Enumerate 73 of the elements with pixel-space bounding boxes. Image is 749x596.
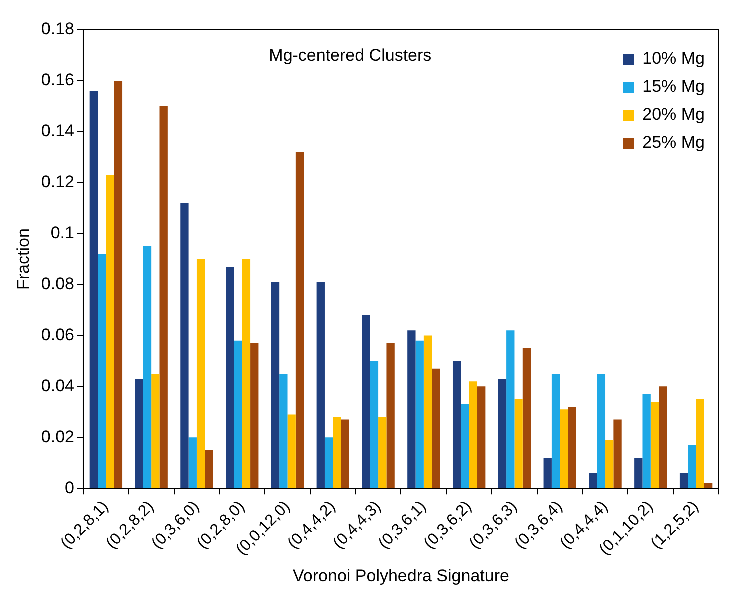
bar bbox=[424, 336, 432, 488]
bar bbox=[461, 404, 470, 488]
bar bbox=[552, 374, 560, 488]
y-tick-label: 0.02 bbox=[41, 427, 74, 446]
legend-label: 25% Mg bbox=[642, 133, 706, 152]
bar bbox=[452, 361, 462, 488]
bar bbox=[324, 438, 334, 488]
bar bbox=[250, 343, 259, 488]
bar bbox=[416, 340, 424, 488]
bar bbox=[560, 410, 568, 488]
legend-label: 20% Mg bbox=[642, 105, 706, 124]
bar bbox=[469, 382, 478, 488]
y-axis-title: Fraction bbox=[14, 228, 33, 290]
bar bbox=[143, 246, 152, 488]
bar bbox=[205, 450, 214, 488]
bar bbox=[650, 402, 660, 488]
bar bbox=[432, 368, 440, 488]
y-tick-label: 0 bbox=[65, 478, 74, 498]
bar bbox=[386, 343, 395, 488]
bar bbox=[242, 259, 251, 488]
bar bbox=[296, 152, 304, 488]
bar bbox=[634, 458, 643, 488]
bar bbox=[680, 473, 688, 488]
bar bbox=[544, 458, 552, 488]
y-tick-label: 0.04 bbox=[41, 376, 74, 396]
bar bbox=[704, 484, 713, 488]
bar bbox=[135, 379, 144, 488]
bar bbox=[522, 348, 532, 488]
bar bbox=[234, 340, 242, 488]
legend-label: 15% Mg bbox=[642, 77, 706, 96]
bar bbox=[408, 330, 416, 488]
y-tick-label: 0.12 bbox=[41, 172, 74, 192]
bar bbox=[226, 266, 234, 488]
bar bbox=[160, 106, 168, 488]
bar bbox=[514, 399, 523, 488]
text: Mg-centered Clusters bbox=[269, 46, 432, 66]
bar bbox=[606, 440, 614, 488]
bar bbox=[280, 374, 288, 488]
bar bbox=[370, 361, 379, 488]
bar bbox=[114, 80, 123, 488]
y-tick-label: 0.06 bbox=[41, 325, 74, 344]
bar bbox=[106, 175, 114, 488]
bar bbox=[333, 417, 342, 488]
bar bbox=[478, 386, 486, 488]
bar bbox=[152, 374, 160, 488]
bar bbox=[362, 315, 370, 488]
bar bbox=[288, 414, 296, 488]
y-tick-label: 0.1 bbox=[50, 224, 74, 243]
y-tick-label: 0.16 bbox=[41, 70, 74, 90]
bar bbox=[614, 420, 622, 488]
bar bbox=[196, 259, 206, 488]
x-axis-title: Voronoi Polyhedra Signature bbox=[293, 566, 510, 586]
bar bbox=[597, 374, 606, 488]
bar bbox=[568, 407, 576, 488]
bar bbox=[378, 417, 387, 488]
bar bbox=[180, 203, 189, 488]
bar bbox=[341, 420, 350, 488]
bar bbox=[506, 330, 515, 488]
bar bbox=[498, 379, 507, 488]
bar bbox=[688, 445, 696, 488]
bar bbox=[90, 91, 98, 488]
bar bbox=[316, 282, 325, 488]
bar bbox=[659, 386, 668, 488]
bar bbox=[589, 473, 598, 488]
legend-label: 10% Mg bbox=[642, 49, 706, 68]
y-tick-label: 0.18 bbox=[41, 20, 74, 39]
bar bbox=[98, 254, 106, 488]
bar bbox=[696, 399, 704, 488]
bar bbox=[271, 282, 280, 488]
bar bbox=[642, 394, 651, 488]
y-tick-label: 0.14 bbox=[41, 122, 74, 141]
bar bbox=[188, 438, 197, 488]
y-tick-label: 0.08 bbox=[41, 274, 74, 294]
